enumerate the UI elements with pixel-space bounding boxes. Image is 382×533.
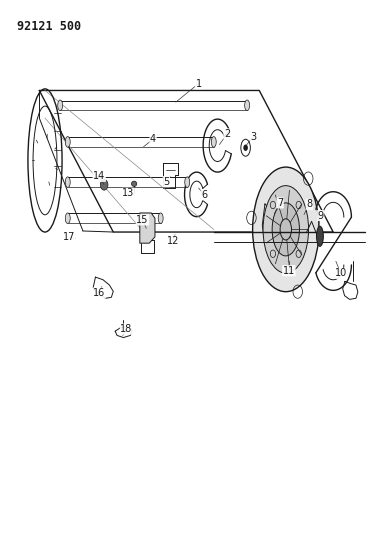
Ellipse shape [253,167,319,292]
Text: 6: 6 [201,190,207,200]
Ellipse shape [185,177,190,188]
Circle shape [243,144,248,151]
Ellipse shape [65,213,70,223]
Text: 2: 2 [224,129,230,139]
Text: 16: 16 [93,288,105,298]
Text: 18: 18 [120,324,133,334]
Text: 10: 10 [335,269,347,278]
Text: 92121 500: 92121 500 [16,20,81,33]
Ellipse shape [317,226,323,246]
Text: 1: 1 [196,78,202,88]
Ellipse shape [263,185,309,273]
Ellipse shape [131,181,137,187]
Ellipse shape [65,177,70,188]
Ellipse shape [65,136,70,147]
Ellipse shape [211,136,216,147]
Text: 11: 11 [283,266,295,276]
Text: 4: 4 [150,134,156,144]
Text: 14: 14 [93,172,105,181]
Ellipse shape [58,100,63,111]
Text: 7: 7 [277,198,283,208]
Text: 3: 3 [251,132,257,142]
Text: 9: 9 [317,211,324,221]
Text: 13: 13 [122,188,134,198]
Ellipse shape [272,203,299,256]
Polygon shape [140,213,155,243]
Text: 12: 12 [167,236,179,246]
Text: 5: 5 [163,176,170,187]
Text: 15: 15 [136,215,149,225]
Ellipse shape [158,213,163,223]
Circle shape [100,180,108,190]
Ellipse shape [244,100,249,111]
Text: 8: 8 [306,199,312,209]
Text: 17: 17 [63,232,75,243]
